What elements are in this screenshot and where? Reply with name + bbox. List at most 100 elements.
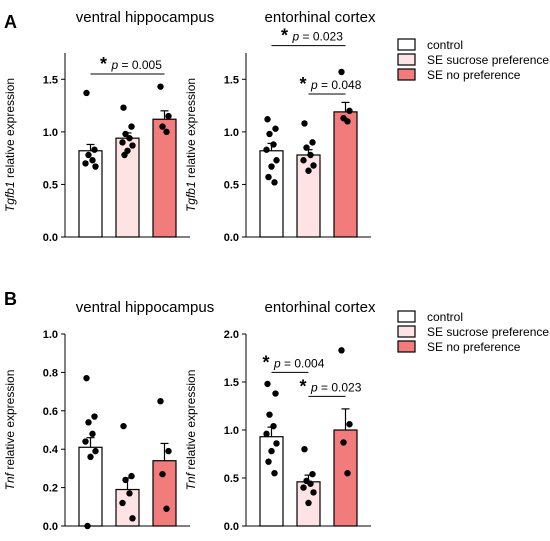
data-point xyxy=(307,151,314,159)
data-point xyxy=(310,489,317,496)
data-point xyxy=(346,107,353,115)
y-tick-label: 0.2 xyxy=(43,483,58,495)
chart-title: entorhinal cortex xyxy=(265,9,376,26)
data-point xyxy=(120,104,127,111)
data-point xyxy=(91,146,98,153)
data-point xyxy=(163,128,170,136)
y-tick-label: 0.5 xyxy=(43,179,58,191)
significance-star: * xyxy=(281,26,288,46)
data-point xyxy=(272,125,279,132)
p-symbol: p xyxy=(111,58,119,72)
data-point xyxy=(346,421,353,428)
data-point xyxy=(300,157,307,164)
y-tick-label: 1.0 xyxy=(43,329,58,341)
y-tick-label: 1.5 xyxy=(224,74,239,86)
data-point xyxy=(120,422,127,430)
y-axis-label: Tgfb1 relative expression xyxy=(184,78,198,212)
chart-a-ventral-hippocampus: ventral hippocampus Tgfb1 relative expres… xyxy=(3,9,214,244)
y-tick-label: 0.0 xyxy=(224,232,239,244)
data-point xyxy=(129,515,136,522)
data-point xyxy=(84,522,91,530)
significance-p-value: p = 0.023 xyxy=(292,30,344,44)
y-axis-label-gene: Tgfb1 xyxy=(184,181,198,212)
legend-swatch xyxy=(397,325,416,338)
data-point xyxy=(301,120,308,127)
data-point xyxy=(89,430,96,438)
data-point xyxy=(157,398,164,405)
data-point xyxy=(157,83,164,90)
y-tick-label: 0.6 xyxy=(43,406,58,418)
legend-label: control xyxy=(427,310,463,324)
y-axis-label-gene: Tnf xyxy=(184,471,198,490)
legend-swatch xyxy=(397,340,416,353)
significance-star: * xyxy=(262,352,269,372)
data-point xyxy=(121,151,128,159)
data-point xyxy=(268,163,275,170)
data-point xyxy=(163,505,170,512)
data-point xyxy=(82,160,89,167)
y-axis-label-gene: Tgfb1 xyxy=(3,181,17,212)
data-point xyxy=(128,123,135,130)
legend-swatch xyxy=(397,53,416,66)
data-point xyxy=(338,68,345,76)
data-point xyxy=(119,499,126,507)
significance-p-value: p = 0.005 xyxy=(111,58,163,72)
y-tick-label: 0.0 xyxy=(43,521,58,533)
data-point xyxy=(89,157,96,164)
significance-star: * xyxy=(299,74,306,94)
y-tick-label: 0.0 xyxy=(43,232,58,244)
chart-title: ventral hippocampus xyxy=(76,9,214,26)
panel-label-b: B xyxy=(4,289,17,309)
y-tick-label: 1.5 xyxy=(43,74,58,86)
data-point xyxy=(270,422,277,430)
data-point xyxy=(264,116,271,123)
y-tick-label: 2.0 xyxy=(224,329,239,341)
data-point xyxy=(92,447,99,455)
y-tick-label: 1.5 xyxy=(224,377,239,389)
y-tick-label: 1.0 xyxy=(43,127,58,139)
data-point xyxy=(344,470,351,477)
chart-a-entorhinal-cortex: entorhinal cortex Tgfb1 relative expressi… xyxy=(184,9,376,244)
legend-swatch xyxy=(397,310,416,323)
p-symbol: p xyxy=(273,356,281,370)
legend-swatch xyxy=(397,38,416,51)
y-axis-label-rest: relative expression xyxy=(184,370,198,473)
data-point xyxy=(272,390,279,397)
y-axis-label-rest: relative expression xyxy=(3,370,17,473)
data-point xyxy=(92,163,99,170)
significance-p-value: p = 0.023 xyxy=(310,380,362,394)
data-point xyxy=(83,374,90,382)
data-point xyxy=(310,162,317,169)
data-point xyxy=(85,151,92,159)
data-point xyxy=(126,490,133,497)
data-point xyxy=(268,447,275,455)
legend-label: SE no preference xyxy=(427,340,521,354)
data-point xyxy=(83,89,90,97)
p-rest: = 0.048 xyxy=(318,78,362,92)
bar-no-preference xyxy=(152,460,177,527)
y-axis-label-rest: relative expression xyxy=(3,78,17,181)
data-point xyxy=(165,112,172,120)
data-point xyxy=(303,144,310,151)
significance-p-value: p = 0.004 xyxy=(273,356,325,370)
chart-b-entorhinal-cortex: entorhinal cortex Tnf relative expression… xyxy=(184,299,376,533)
data-point xyxy=(265,458,272,465)
data-point xyxy=(122,130,129,138)
data-point xyxy=(266,130,273,138)
significance-p-value: p = 0.048 xyxy=(310,78,362,92)
p-rest: = 0.004 xyxy=(281,356,325,370)
significance-star: * xyxy=(100,54,107,74)
data-point xyxy=(128,472,135,480)
data-point xyxy=(309,470,316,478)
p-symbol: p xyxy=(292,30,300,44)
p-symbol: p xyxy=(310,78,318,92)
data-point xyxy=(126,134,133,142)
data-point xyxy=(344,118,351,125)
data-point xyxy=(159,123,166,130)
legend-label: SE sucrose preference xyxy=(427,53,549,67)
legend-label: SE sucrose preference xyxy=(427,325,549,339)
bar-sucrose-preference xyxy=(296,154,321,238)
data-point xyxy=(159,470,166,478)
data-point xyxy=(263,146,270,153)
data-point xyxy=(85,419,92,426)
